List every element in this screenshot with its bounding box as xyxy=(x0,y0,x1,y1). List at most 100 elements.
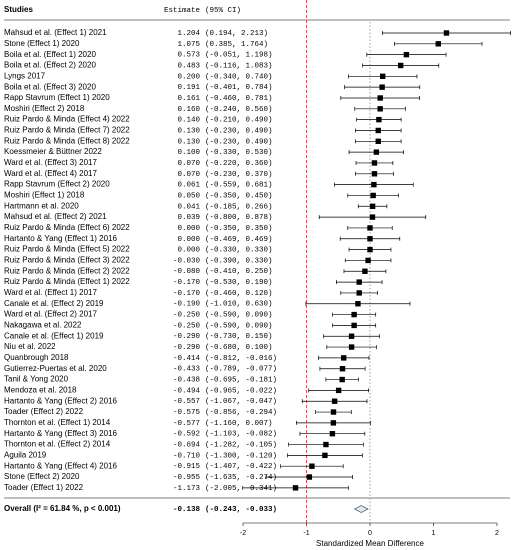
ci-label: (-0.185, 0.266) xyxy=(205,203,273,211)
ci-label: (-2.005, -0.341) xyxy=(205,485,277,493)
ci-label: (-0.210, 0.490) xyxy=(205,117,273,125)
estimate-box xyxy=(443,30,450,36)
estimate-label: -0.080 xyxy=(173,268,201,276)
study-label: Mahsud et al. (Effect 1) 2021 xyxy=(4,28,107,37)
estimate-label: 0.000 xyxy=(177,247,200,255)
estimate-box xyxy=(356,290,362,296)
ci-label: (-1.160, 0.007) xyxy=(205,420,273,428)
ci-label: (-0.240, 0.560) xyxy=(205,106,273,114)
estimate-label: 0.000 xyxy=(177,236,200,244)
estimate-label: -0.710 xyxy=(173,452,201,460)
estimate-box xyxy=(367,236,373,242)
estimate-label: 0.041 xyxy=(177,203,200,211)
estimate-box xyxy=(365,257,371,264)
study-label: Canale et al. (Effect 1) 2019 xyxy=(4,331,104,340)
overall-diamond xyxy=(353,505,369,513)
study-label: Ruiz Pardo & Minda (Effect 7) 2022 xyxy=(4,126,130,135)
x-tick-label: -1 xyxy=(303,530,309,537)
estimate-box xyxy=(322,452,328,459)
estimate-box xyxy=(377,106,383,112)
study-label: Hartanto & Yang (Effect 2) 2016 xyxy=(4,396,118,405)
estimate-label: 0.100 xyxy=(177,149,200,157)
estimate-box xyxy=(377,95,383,101)
study-label: Koessmeier & Büttner 2022 xyxy=(4,147,102,156)
estimate-label: 0.483 xyxy=(177,62,200,70)
x-tick-label: 1 xyxy=(432,530,436,537)
estimate-box xyxy=(362,268,368,274)
estimate-label: 0.061 xyxy=(177,182,200,190)
estimate-label: -0.494 xyxy=(173,387,201,395)
estimate-box xyxy=(403,51,410,58)
estimate-box xyxy=(375,138,381,144)
ci-label: (-0.460, 0.781) xyxy=(205,95,273,103)
ci-label: (-0.559, 0.681) xyxy=(205,182,273,190)
estimate-label: 1.204 xyxy=(177,30,200,38)
estimate-box xyxy=(339,376,345,383)
ci-label: (-0.680, 0.100) xyxy=(205,344,273,352)
study-label: Ward et al. (Effect 4) 2017 xyxy=(4,169,97,178)
ci-label: (-0.460, 0.120) xyxy=(205,290,273,298)
estimate-label: -0.577 xyxy=(173,420,200,428)
ci-label: (-0.340, 0.740) xyxy=(205,73,273,81)
ci-label: (-0.051, 1.198) xyxy=(205,52,273,60)
study-label: Canale et al. (Effect 2) 2019 xyxy=(4,299,104,308)
study-label: Moshiri (Effect 1) 2018 xyxy=(4,191,85,200)
estimate-box xyxy=(330,409,337,415)
study-label: Gutierrez-Puertas et al. 2020 xyxy=(4,364,107,373)
estimate-label: -0.694 xyxy=(173,442,201,450)
ci-label: (-0.590, 0.090) xyxy=(205,312,273,320)
overall-estimate: -0.138 xyxy=(173,506,201,514)
ci-label: (-0.116, 1.083) xyxy=(205,62,273,70)
ci-label: (-0.530, 0.190) xyxy=(205,279,273,287)
estimate-box xyxy=(371,160,378,166)
estimate-label: -1.173 xyxy=(173,485,201,493)
study-label: Ruiz Pardo & Minda (Effect 8) 2022 xyxy=(4,136,130,145)
estimate-label: 0.039 xyxy=(177,214,200,222)
ci-label: (-0.695, -0.181) xyxy=(205,377,277,385)
estimate-box xyxy=(379,84,385,90)
study-label: Hartmann et al. 2020 xyxy=(4,201,79,210)
x-tick-label: -2 xyxy=(240,530,246,537)
estimate-box xyxy=(367,246,373,253)
ci-label: (-0.856, -0.294) xyxy=(205,409,277,417)
estimate-label: -0.170 xyxy=(173,290,201,298)
study-label: Rapp Stavrum (Effect 2) 2020 xyxy=(4,180,110,189)
estimate-label: 0.070 xyxy=(177,160,200,168)
ci-label: (-0.350, 0.450) xyxy=(205,192,273,200)
estimate-box xyxy=(306,474,313,480)
study-label: Quanbrough 2018 xyxy=(4,353,69,362)
study-label: Aguila 2019 xyxy=(4,450,47,459)
estimate-box xyxy=(435,41,441,47)
estimate-box xyxy=(348,344,355,350)
estimate-box xyxy=(369,203,376,209)
study-label: Boila et al. (Effect 2) 2020 xyxy=(4,61,96,70)
estimate-label: -0.438 xyxy=(173,377,200,385)
ci-label: (-0.230, 0.490) xyxy=(205,127,273,135)
estimate-box xyxy=(329,431,336,437)
estimate-box xyxy=(335,387,342,394)
ci-label: (-0.401, 0.784) xyxy=(205,84,273,92)
estimate-label: -0.414 xyxy=(173,355,201,363)
study-label: Stone (Effect 1) 2020 xyxy=(4,39,80,48)
ci-label: (-0.330, 0.530) xyxy=(205,149,273,157)
ci-label: (-0.590, 0.090) xyxy=(205,322,273,330)
estimate-label: -0.290 xyxy=(173,333,201,341)
ci-label: (0.194, 2.213) xyxy=(205,30,268,38)
estimate-label: -0.170 xyxy=(173,279,201,287)
ci-label: (-1.010, 0.630) xyxy=(205,301,273,309)
estimate-label: 1.075 xyxy=(177,41,200,49)
study-label: Toader (Effect 1) 2022 xyxy=(4,483,84,492)
estimate-box xyxy=(367,225,373,231)
estimate-label: -0.592 xyxy=(173,431,200,439)
study-label: Tanil & Yong 2020 xyxy=(4,375,69,384)
estimate-box xyxy=(351,322,357,329)
ci-label: (-1.067, -0.047) xyxy=(205,398,277,406)
estimate-box xyxy=(375,127,381,134)
estimate-box xyxy=(371,171,378,177)
estimate-label: -0.030 xyxy=(173,257,201,265)
study-label: Mahsud et al. (Effect 2) 2021 xyxy=(4,212,107,221)
study-label: Ward et al. (Effect 1) 2017 xyxy=(4,288,97,297)
estimate-box xyxy=(373,149,380,155)
ci-label: (-0.469, 0.469) xyxy=(205,236,273,244)
